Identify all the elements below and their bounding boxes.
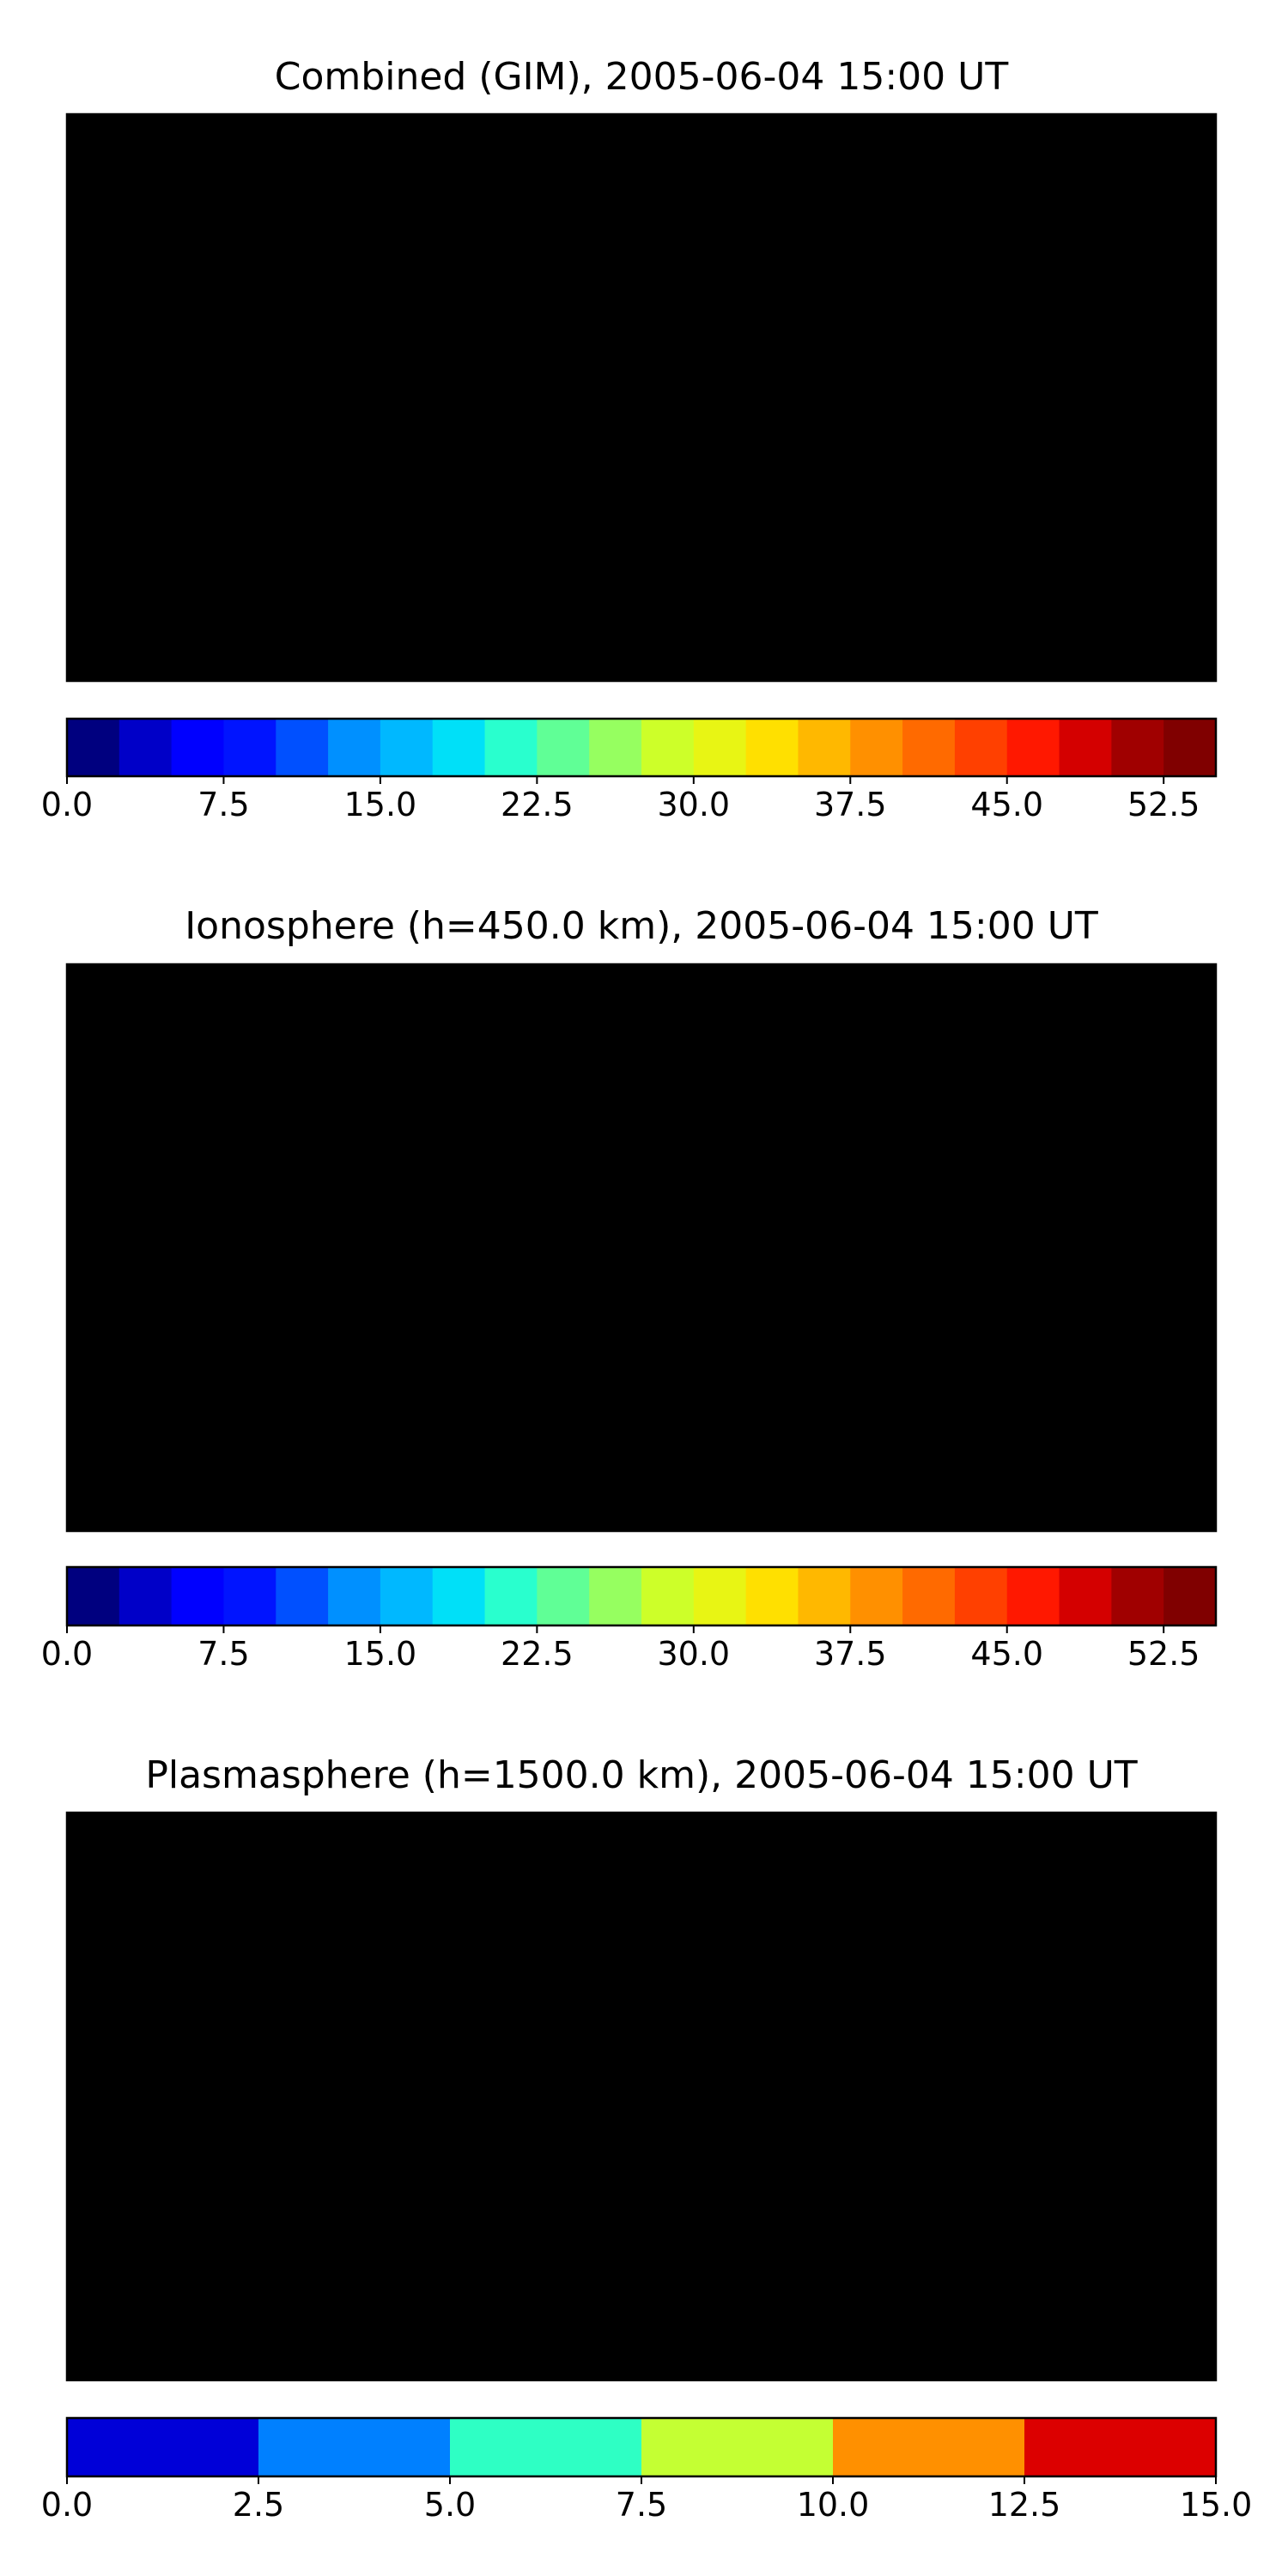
panel-1-title: Combined (GIM), 2005-06-04 15:00 UT	[275, 55, 1009, 99]
panel-1-map	[67, 114, 1216, 681]
